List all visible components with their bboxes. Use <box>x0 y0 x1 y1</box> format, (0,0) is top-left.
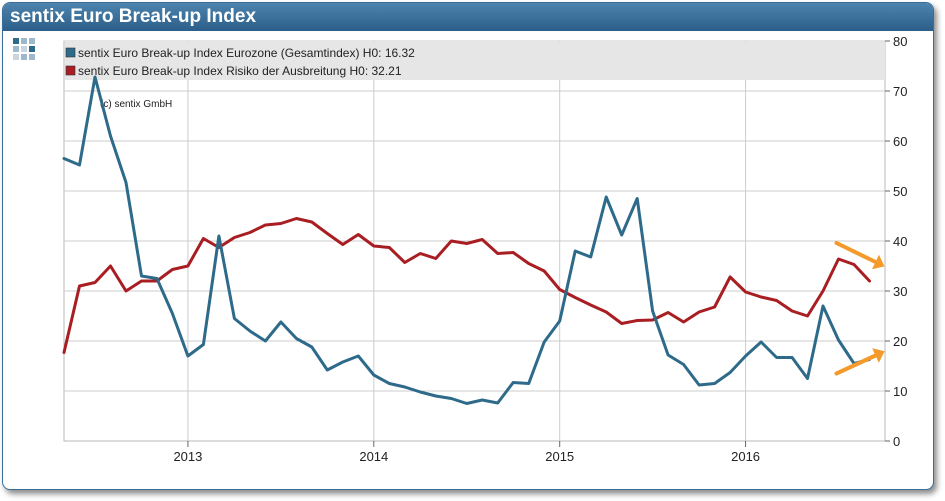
x-tick-label: 2016 <box>731 449 760 464</box>
series-line-contagion <box>62 217 871 354</box>
copyright-watermark: (c) sentix GmbH <box>100 99 172 110</box>
sentix-logo-icon <box>13 38 35 60</box>
x-tick-label: 2015 <box>545 449 574 464</box>
x-tick-label: 2014 <box>359 449 388 464</box>
annotation-arrows <box>834 241 885 376</box>
y-tick-label: 50 <box>893 184 907 199</box>
y-tick-label: 10 <box>893 384 907 399</box>
y-tick-label: 30 <box>893 284 907 299</box>
gridlines <box>64 40 885 441</box>
y-tick-label: 40 <box>893 234 907 249</box>
y-tick-label: 0 <box>893 434 900 449</box>
chart-window: sentix Euro Break-up Index 0 10 20 30 40 50 60… <box>2 2 934 490</box>
legend-swatch-contagion <box>65 65 76 76</box>
series-line-eurozone <box>62 75 871 405</box>
series-lines <box>62 75 871 405</box>
legend-swatch-eurozone <box>65 47 76 58</box>
chart-title: sentix Euro Break-up Index <box>3 3 933 31</box>
arrow-icon <box>834 348 885 376</box>
y-tick-label: 70 <box>893 84 907 99</box>
y-tick-label: 80 <box>893 34 907 49</box>
x-tick-label: 2013 <box>173 449 202 464</box>
legend: sentix Euro Break-up Index Eurozone (Ges… <box>65 42 885 80</box>
legend-label-contagion: sentix Euro Break-up Index Risiko der Au… <box>78 64 402 78</box>
line-chart: 0 10 20 30 40 50 60 70 80 2013 2014 2015 2016 senti… <box>13 34 907 464</box>
arrow-icon <box>834 241 885 270</box>
y-tick-label: 60 <box>893 134 907 149</box>
legend-label-eurozone: sentix Euro Break-up Index Eurozone (Ges… <box>78 46 415 60</box>
x-axis: 2013 2014 2015 2016 <box>173 441 760 464</box>
y-axis: 0 10 20 30 40 50 60 70 80 <box>885 34 907 449</box>
y-tick-label: 20 <box>893 334 907 349</box>
